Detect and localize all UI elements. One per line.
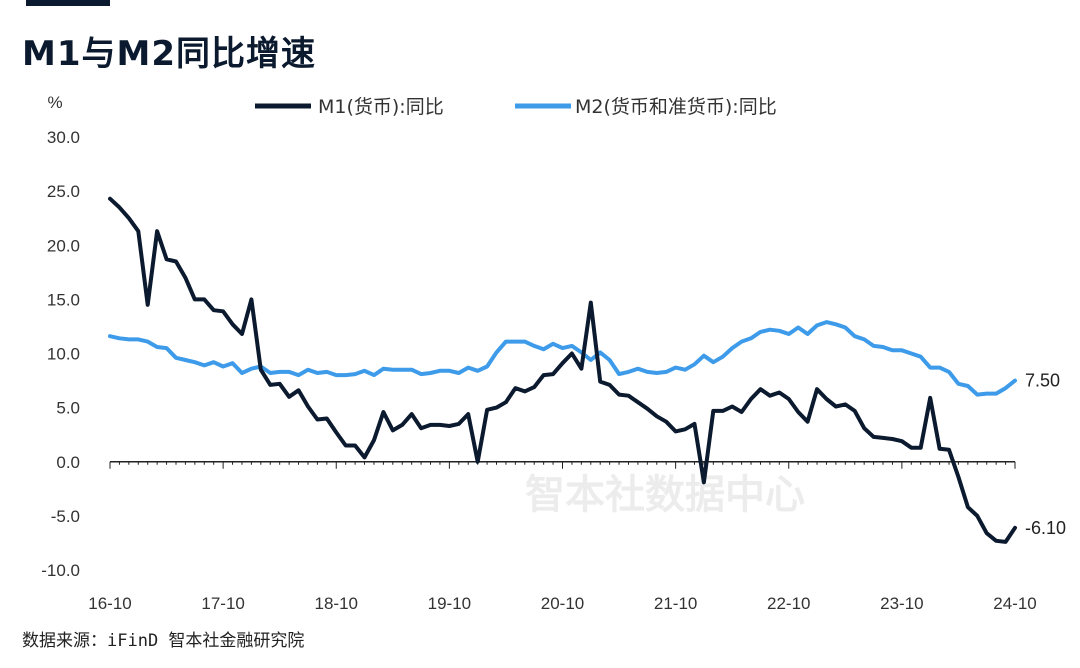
x-tick-label: 21-10	[654, 594, 697, 613]
x-tick-label: 23-10	[880, 594, 923, 613]
legend-label-m1: M1(货币):同比	[318, 96, 444, 118]
source-note: 数据来源：iFinD 智本社金融研究院	[22, 631, 305, 651]
y-tick-label: 10.0	[47, 345, 80, 364]
series-line-m2	[108, 320, 1017, 397]
x-tick-label: 22-10	[767, 594, 810, 613]
y-tick-label: 5.0	[56, 399, 80, 418]
x-tick-label: 24-10	[993, 594, 1036, 613]
x-tick-label: 19-10	[428, 594, 471, 613]
end-label-m2: 7.50	[1025, 371, 1060, 391]
x-tick-label: 17-10	[201, 594, 244, 613]
x-tick-label: 16-10	[88, 594, 131, 613]
y-tick-label: 15.0	[47, 290, 80, 309]
x-tick-label: 20-10	[541, 594, 584, 613]
y-tick-label: 20.0	[47, 236, 80, 255]
chart-title: M1与M2同比增速	[22, 34, 316, 74]
y-axis: 30.0 25.0 20.0 15.0 10.0 5.0 0.0 -5.0 -10.0	[41, 128, 80, 580]
series-group	[108, 196, 1017, 544]
x-tick-label: 18-10	[315, 594, 358, 613]
title-accent-bar	[26, 0, 110, 6]
legend: M1(货币):同比 M2(货币和准货币):同比	[255, 96, 777, 118]
y-axis-unit: %	[47, 93, 62, 112]
y-tick-label: 25.0	[47, 182, 80, 201]
y-tick-label: 0.0	[56, 453, 80, 472]
legend-label-m2: M2(货币和准货币):同比	[575, 96, 777, 118]
y-tick-label: 30.0	[47, 128, 80, 147]
x-axis: 16-10 17-10 18-10 19-10 20-10 21-10 22-10 23-10…	[88, 461, 1037, 613]
series-line-m1	[108, 196, 1017, 544]
y-tick-label: -5.0	[51, 507, 80, 526]
end-labels: -6.10 7.50	[1025, 371, 1066, 538]
y-tick-label: -10.0	[41, 561, 80, 580]
watermark: 智本社数据中心	[525, 472, 805, 518]
end-label-m1: -6.10	[1025, 518, 1066, 538]
